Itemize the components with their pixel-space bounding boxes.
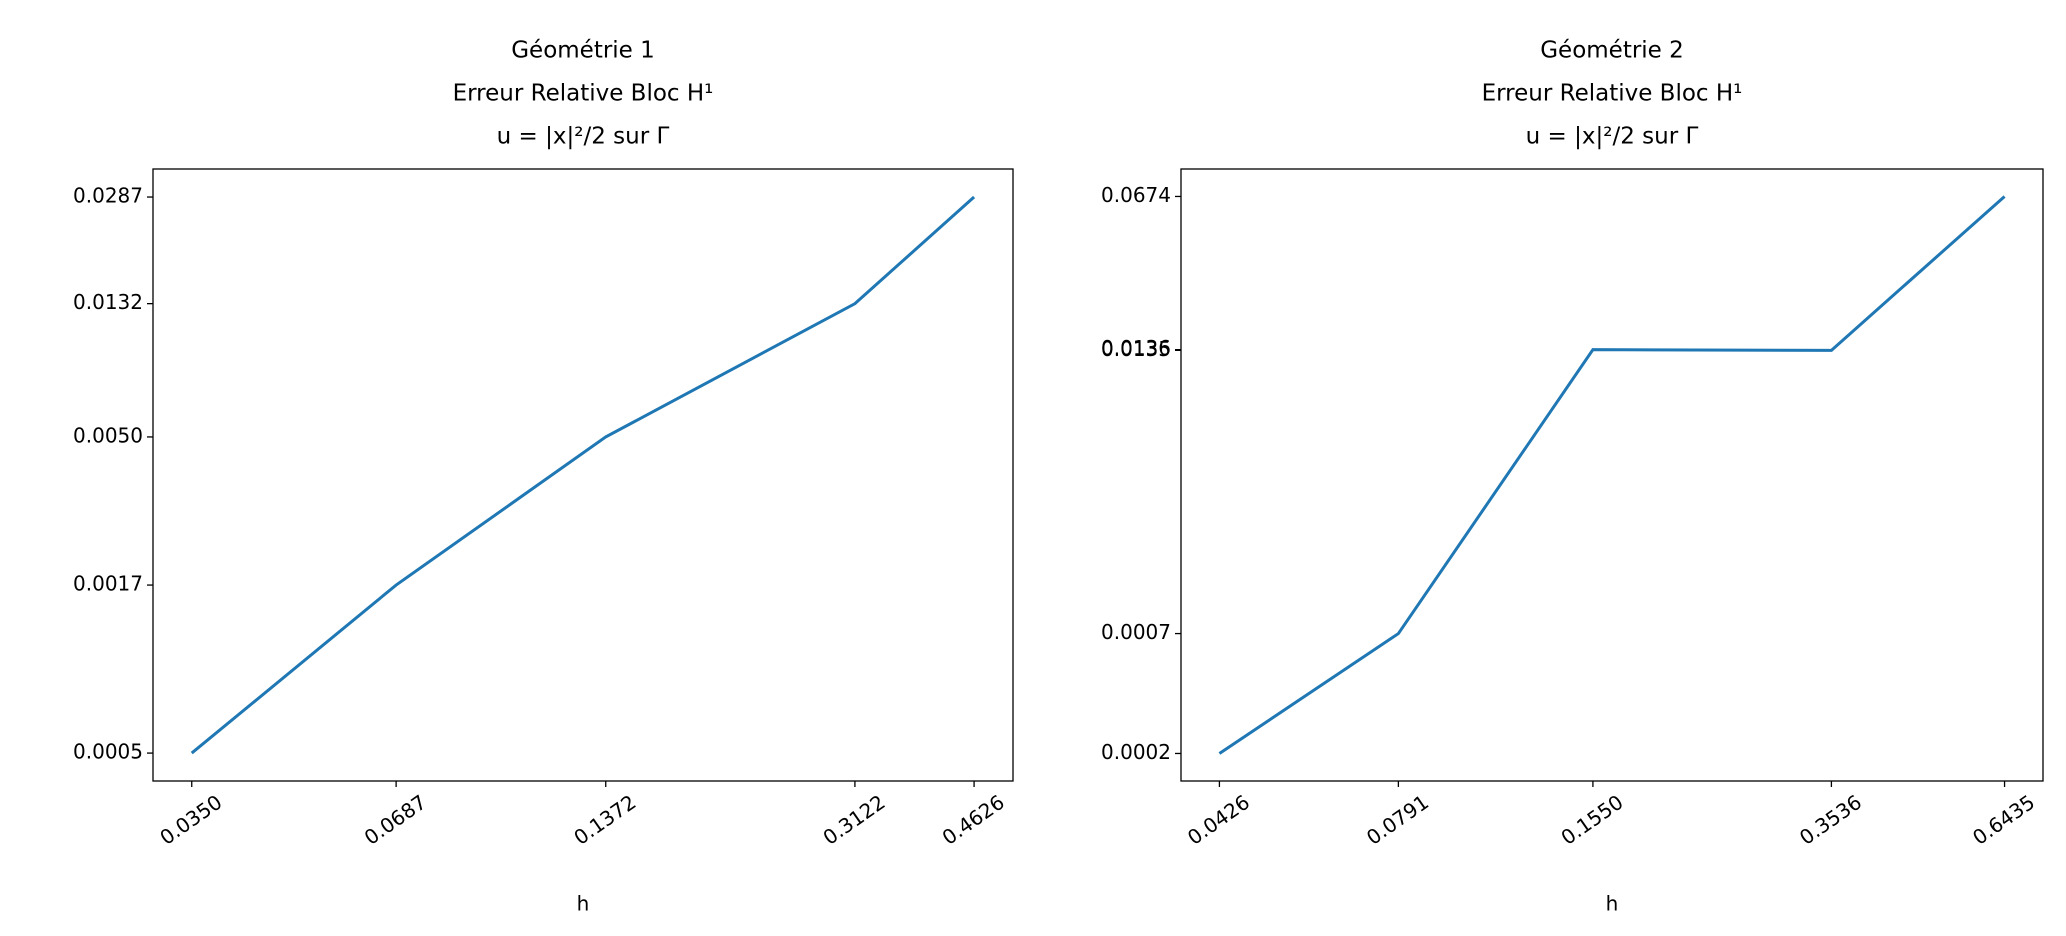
y-tick-label: 0.0002 (1101, 740, 1171, 764)
y-tick-label: 0.0136 (1101, 336, 1171, 360)
y-tick-label: 0.0017 (73, 572, 143, 596)
y-tick-label: 0.0050 (73, 423, 143, 447)
chart-title: Erreur Relative Bloc H¹ (1482, 81, 1743, 107)
y-tick-label: 0.0007 (1101, 620, 1171, 644)
chart-title: Géométrie 1 (511, 38, 655, 64)
y-tick-label: 0.0674 (1101, 183, 1171, 207)
chart-title: Géométrie 2 (1540, 38, 1684, 64)
chart-title: u = |x|²/2 sur Γ (497, 124, 670, 150)
x-tick-label: 0.0791 (1362, 790, 1433, 850)
y-tick-label: 0.0005 (73, 740, 143, 764)
x-tick-label: 0.1372 (569, 790, 640, 850)
x-tick-label: 0.1550 (1557, 790, 1628, 850)
plot-frame (152, 168, 1014, 782)
x-tick-label: 0.6435 (1968, 790, 2039, 850)
y-tick-label: 0.0132 (73, 290, 143, 314)
x-tick-label: 0.4626 (938, 790, 1009, 850)
x-tick-label: 0.0687 (360, 790, 431, 850)
x-tick-label: 0.3122 (819, 790, 890, 850)
data-line (1218, 195, 2006, 755)
y-tick-label: 0.0287 (73, 184, 143, 208)
chart-title: u = |x|²/2 sur Γ (1526, 124, 1699, 150)
chart-title: Erreur Relative Bloc H¹ (453, 81, 714, 107)
x-tick-label: 0.3536 (1795, 790, 1866, 850)
x-axis-label: h (577, 892, 590, 916)
data-line (190, 195, 976, 755)
x-tick-label: 0.0426 (1183, 790, 1254, 850)
y-tick-label: 0.0135 (1101, 337, 1171, 361)
x-axis-label: h (1606, 892, 1619, 916)
x-tick-label: 0.0350 (155, 790, 226, 850)
plot-frame (1180, 168, 2044, 782)
